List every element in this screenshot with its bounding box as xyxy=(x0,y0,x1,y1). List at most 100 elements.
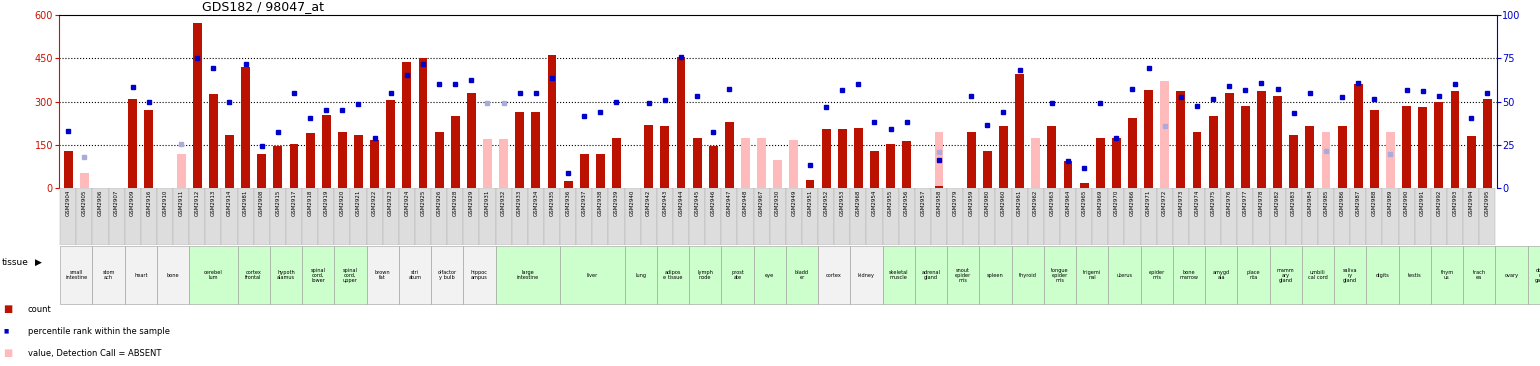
Bar xyxy=(337,132,346,188)
Bar xyxy=(1528,246,1540,305)
Bar xyxy=(305,133,314,188)
Text: GSM2974: GSM2974 xyxy=(1195,190,1200,216)
Bar xyxy=(302,188,319,245)
Bar xyxy=(1257,92,1266,188)
Bar xyxy=(867,188,882,245)
Text: GSM2936: GSM2936 xyxy=(565,190,571,216)
Text: ■: ■ xyxy=(3,304,12,314)
Bar xyxy=(1478,188,1495,245)
Bar xyxy=(915,188,930,245)
Text: GSM2918: GSM2918 xyxy=(308,190,313,216)
Bar xyxy=(853,128,862,188)
Text: spinal
cord,
upper: spinal cord, upper xyxy=(343,268,357,283)
Bar xyxy=(885,143,895,188)
Bar xyxy=(608,188,625,245)
Bar xyxy=(1366,246,1398,305)
Bar xyxy=(979,246,1012,305)
Bar xyxy=(758,138,765,188)
Text: GSM2917: GSM2917 xyxy=(291,190,296,216)
Text: GSM2923: GSM2923 xyxy=(388,190,393,216)
Text: uterus: uterus xyxy=(1116,273,1132,278)
Bar xyxy=(367,246,399,305)
Bar xyxy=(157,188,172,245)
Bar xyxy=(818,188,835,245)
Bar xyxy=(172,188,189,245)
Text: GSM2910: GSM2910 xyxy=(162,190,168,216)
Bar xyxy=(92,188,108,245)
Text: GSM2955: GSM2955 xyxy=(889,190,893,216)
Bar xyxy=(402,63,411,188)
Bar xyxy=(77,188,92,245)
Bar xyxy=(1044,246,1076,305)
Bar xyxy=(1204,246,1237,305)
Text: GSM2928: GSM2928 xyxy=(453,190,457,216)
Bar xyxy=(334,188,351,245)
Text: GSM2962: GSM2962 xyxy=(1033,190,1038,216)
Text: GSM2995: GSM2995 xyxy=(1485,190,1489,216)
Bar xyxy=(850,188,867,245)
Text: hippoc
ampus: hippoc ampus xyxy=(471,270,488,280)
Bar xyxy=(1401,106,1411,188)
Bar xyxy=(1015,74,1024,188)
Bar xyxy=(431,246,464,305)
Bar xyxy=(818,246,850,305)
Text: skeletal
muscle: skeletal muscle xyxy=(889,270,909,280)
Bar xyxy=(611,138,621,188)
Bar xyxy=(1451,92,1460,188)
Bar xyxy=(1334,246,1366,305)
Bar xyxy=(753,188,770,245)
Bar xyxy=(222,188,237,245)
Text: digits: digits xyxy=(1375,273,1389,278)
Bar xyxy=(1321,132,1331,188)
Bar xyxy=(661,126,670,188)
Text: spleen: spleen xyxy=(987,273,1004,278)
Text: GSM2943: GSM2943 xyxy=(662,190,667,216)
Bar xyxy=(254,188,270,245)
Bar xyxy=(1366,188,1383,245)
Text: ovary: ovary xyxy=(1505,273,1518,278)
Bar xyxy=(915,246,947,305)
Text: spinal
cord,
lower: spinal cord, lower xyxy=(311,268,325,283)
Text: epider
mis: epider mis xyxy=(1149,270,1164,280)
Bar xyxy=(1301,246,1334,305)
Text: GSM2937: GSM2937 xyxy=(582,190,587,216)
Bar xyxy=(434,132,444,188)
Text: bone: bone xyxy=(166,273,179,278)
Text: GSM2971: GSM2971 xyxy=(1146,190,1150,216)
Text: GSM2969: GSM2969 xyxy=(1098,190,1103,216)
Bar xyxy=(431,188,447,245)
Bar xyxy=(237,246,270,305)
Text: GSM2920: GSM2920 xyxy=(340,190,345,216)
Text: GSM2958: GSM2958 xyxy=(936,190,941,216)
Bar xyxy=(60,246,92,305)
Text: tongue
epider
mis: tongue epider mis xyxy=(1052,268,1069,283)
Bar xyxy=(1463,188,1478,245)
Bar xyxy=(242,67,249,188)
Bar xyxy=(741,138,750,188)
Text: GSM2930: GSM2930 xyxy=(775,190,781,216)
Bar xyxy=(656,246,688,305)
Bar xyxy=(189,188,205,245)
Text: GSM2907: GSM2907 xyxy=(114,190,119,216)
Bar xyxy=(354,135,363,188)
Bar xyxy=(1371,110,1378,188)
Bar xyxy=(1431,246,1463,305)
Bar xyxy=(1141,246,1173,305)
Text: ■: ■ xyxy=(3,348,12,358)
Text: GSM2906: GSM2906 xyxy=(99,190,103,216)
Bar xyxy=(561,188,576,245)
Text: cortex
frontal: cortex frontal xyxy=(245,270,262,280)
Text: GSM2915: GSM2915 xyxy=(276,190,280,216)
Bar xyxy=(1334,188,1351,245)
Bar xyxy=(274,146,282,188)
Bar xyxy=(237,188,254,245)
Text: value, Detection Call = ABSENT: value, Detection Call = ABSENT xyxy=(28,349,162,358)
Bar xyxy=(625,246,656,305)
Bar xyxy=(286,188,302,245)
Bar xyxy=(414,188,431,245)
Text: GSM2972: GSM2972 xyxy=(1163,190,1167,216)
Text: amygd
ala: amygd ala xyxy=(1212,270,1230,280)
Bar xyxy=(302,246,334,305)
Bar xyxy=(499,139,508,188)
Text: lung: lung xyxy=(634,273,647,278)
